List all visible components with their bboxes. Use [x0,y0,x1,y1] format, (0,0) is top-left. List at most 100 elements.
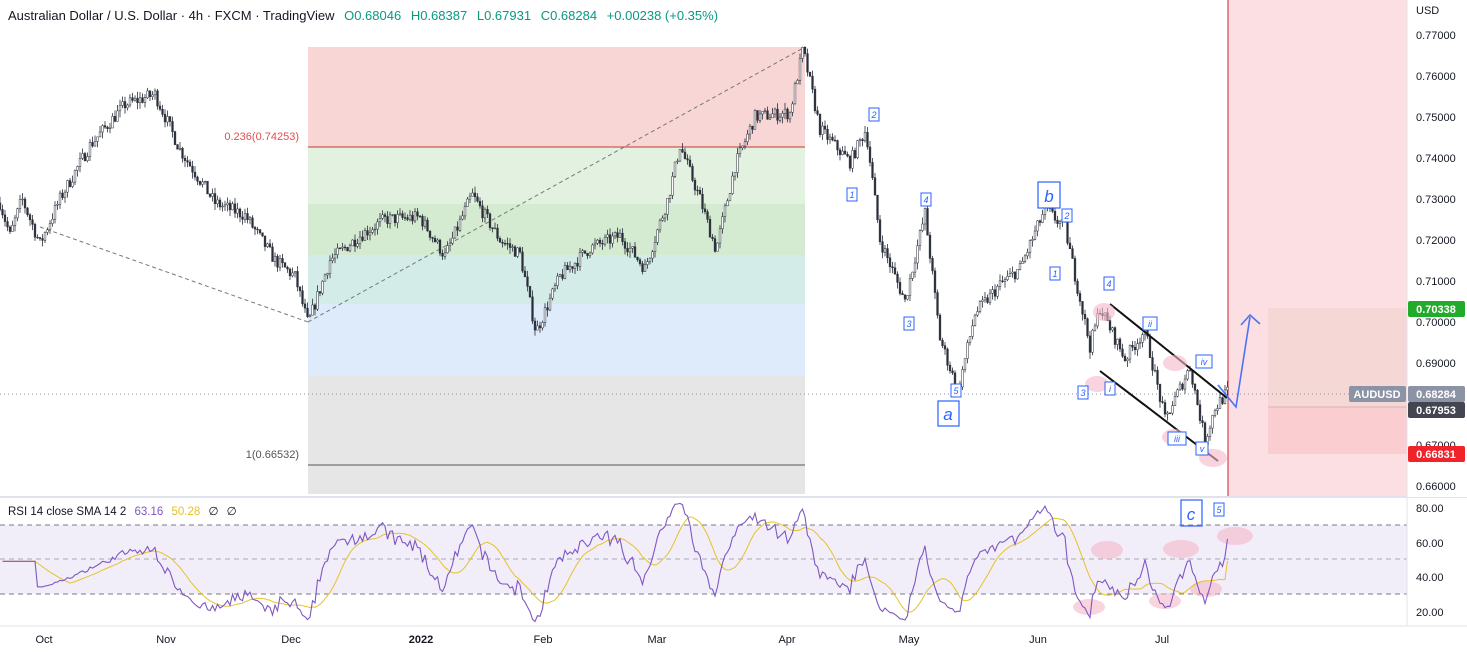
candle [946,348,949,366]
candle [1026,252,1029,257]
candle [388,214,392,224]
wave-label-i[interactable]: i [1109,384,1112,394]
candle [678,149,682,162]
wave-label-4[interactable]: 4 [923,195,928,205]
candle [1126,358,1129,361]
candle [346,247,349,252]
candle [661,217,664,221]
symbol-legend[interactable]: Australian Dollar / U.S. Dollar · 4h · F… [8,8,718,23]
ohlc-close: C0.68284 [540,8,598,23]
separator: · [180,8,186,23]
wave-label-b[interactable]: b [1044,187,1053,206]
price-tick: 0.71000 [1416,276,1456,288]
candle [516,247,519,257]
wave-label-v[interactable]: v [1200,444,1205,454]
rsi-sma-line[interactable] [2,516,1228,613]
wave-label-c1[interactable]: 1 [1052,269,1057,279]
candle [561,274,564,279]
wave-label-5[interactable]: 5 [953,386,959,396]
wave-box-ii [1142,316,1158,331]
candle [368,232,372,236]
candle [283,262,287,268]
elliott-wave-labels[interactable]: a b c 1 2 3 4 5 1 2 3 4 5 i ii iii iv [846,107,1225,527]
candle [26,207,29,216]
price-tick: 0.69000 [1416,358,1456,370]
candle [646,261,649,265]
rsi-tick: 60.00 [1416,538,1444,550]
candle [253,227,257,230]
time-label: Nov [156,634,176,646]
wave-label-iv[interactable]: iv [1201,357,1208,367]
candle [883,248,887,253]
candle [383,214,387,217]
candle [1121,348,1124,357]
wave-label-c4[interactable]: 4 [1106,279,1111,289]
rsi-highlight-mark [1217,527,1253,545]
candle [93,141,97,147]
wave-label-2[interactable]: 2 [870,110,876,120]
candle [201,181,204,185]
candle [13,217,17,226]
candle [523,270,527,278]
candle [608,234,612,244]
channel-upper[interactable] [1109,303,1228,399]
wave-label-iii[interactable]: iii [1174,434,1181,444]
candle [76,166,79,171]
wave-label-1[interactable]: 1 [849,190,854,200]
candle [331,257,334,261]
wave-label-c[interactable]: c [1187,505,1196,524]
candle [491,227,494,229]
candle [428,230,432,238]
fib-retracement[interactable]: 0.236(0.74253) 1(0.66532) [224,46,806,494]
wave-label-3[interactable]: 3 [906,319,911,329]
time-axis[interactable]: Oct Nov Dec 2022 Feb Mar Apr May Jun Jul [35,634,1169,646]
wave-label-c5[interactable]: 5 [1216,505,1222,515]
candle [558,274,562,277]
rsi-axis[interactable]: 80.00 60.00 40.00 20.00 [1416,503,1444,619]
candle [376,221,379,230]
candle [233,203,237,214]
candle [936,292,939,316]
candle [163,114,167,123]
candle [263,235,267,247]
wave-label-c3[interactable]: 3 [1080,388,1085,398]
candle [318,291,322,294]
candle [893,267,897,275]
price-tag-last-text: 0.68284 [1416,389,1457,401]
candle [183,157,187,161]
candle [668,195,672,199]
candle [658,220,662,231]
price-tick: 0.76000 [1416,71,1456,83]
wave-label-a[interactable]: a [943,405,952,424]
candle [333,254,337,259]
candle [1038,220,1042,223]
candle [1133,346,1137,351]
candle [1168,412,1172,414]
candle [1113,327,1117,345]
wave-label-c2[interactable]: 2 [1063,211,1069,221]
candle [798,58,802,81]
fib-zone-red [308,47,805,147]
candlestick-series[interactable] [0,46,1229,451]
wave-label-ii[interactable]: ii [1148,319,1153,329]
candle [373,228,377,231]
candle [221,205,224,208]
candle [133,97,137,101]
interval[interactable]: 4h [188,8,204,23]
candle [358,236,362,244]
candle [908,278,912,296]
candle [538,325,542,329]
candle [336,247,339,255]
candle [846,153,849,157]
candle [576,262,579,267]
rsi-line[interactable] [2,502,1229,623]
candle [1186,370,1189,380]
candle [408,214,412,220]
candle [691,166,694,181]
candle [808,71,812,77]
candle [756,110,759,121]
candle [51,218,54,224]
rsi-legend[interactable]: RSI 14 close SMA 14 2 63.16 50.28 ∅ ∅ [8,504,237,518]
candle [1021,261,1024,264]
